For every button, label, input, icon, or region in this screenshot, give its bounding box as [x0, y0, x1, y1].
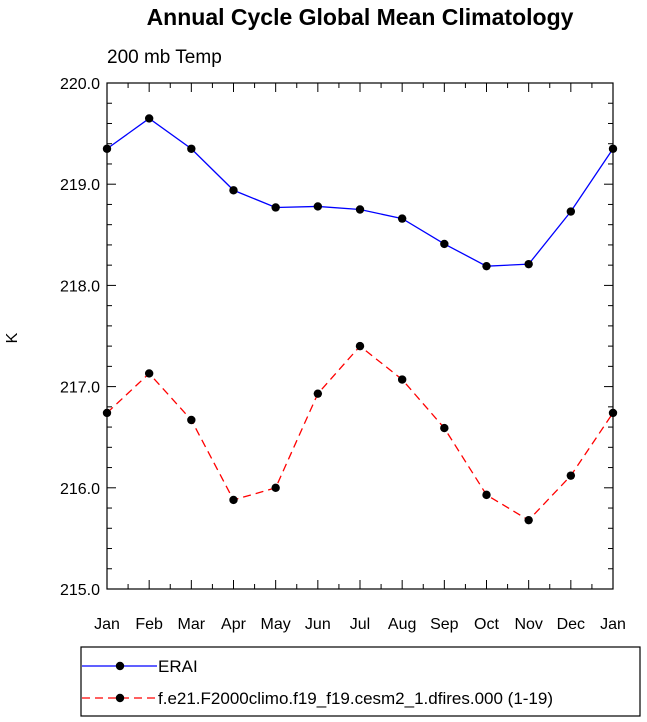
major-ticks	[106, 82, 614, 590]
series-line-1	[106, 345, 614, 522]
data-point-series-1	[229, 495, 238, 505]
y-tick-label: 218.0	[60, 278, 100, 295]
series-line-0	[106, 117, 614, 267]
data-point-series-0	[566, 207, 576, 216]
data-point-series-1	[313, 389, 323, 398]
plot-frame	[106, 82, 614, 590]
x-tick-labels: Jan Feb Mar Apr May Jun Jul Aug Sep Oct Nov Dec Jan	[94, 616, 626, 633]
data-point-series-1	[187, 415, 196, 425]
y-tick-label: 217.0	[60, 380, 100, 397]
x-tick-label: Jan	[94, 616, 120, 633]
data-point-series-1	[397, 375, 407, 384]
x-tick-label: Feb	[135, 616, 163, 633]
data-point-series-1	[566, 471, 576, 480]
y-axis-label: K	[4, 332, 21, 343]
y-tick-labels: 215.0 216.0 217.0 218.0 219.0 220.0	[60, 76, 100, 599]
legend-marker-erai	[115, 661, 125, 671]
legend-marker-model	[115, 693, 125, 703]
data-point-series-1	[271, 483, 280, 492]
data-point-series-1	[524, 515, 533, 525]
data-point-series-0	[397, 214, 407, 223]
data-point-series-0	[440, 239, 449, 249]
legend-box	[80, 646, 641, 717]
data-point-series-0	[524, 259, 533, 269]
chart-subtitle: 200 mb Temp	[107, 47, 222, 68]
data-point-series-0	[313, 202, 323, 211]
y-tick-label: 220.0	[60, 76, 100, 93]
x-tick-label: Oct	[474, 616, 499, 633]
x-tick-label: Mar	[178, 616, 206, 633]
data-point-series-1	[355, 341, 365, 351]
data-point-series-0	[482, 261, 491, 271]
data-point-series-0	[229, 186, 238, 195]
data-point-series-1	[440, 423, 449, 433]
data-point-series-1	[482, 490, 491, 500]
x-tick-label: Jul	[350, 616, 370, 633]
data-point-series-0	[271, 203, 280, 212]
x-tick-label: Jun	[305, 616, 331, 633]
legend-label-model: f.e21.F2000climo.f19_f19.cesm2_1.dfires.…	[158, 689, 553, 708]
data-point-series-1	[144, 369, 154, 378]
data-point-series-0	[355, 205, 365, 214]
x-tick-label: Sep	[430, 616, 459, 633]
x-tick-label: May	[261, 616, 291, 633]
x-tick-label: Jan	[600, 616, 626, 633]
minor-ticks	[107, 83, 613, 589]
data-point-series-0	[187, 144, 196, 153]
x-tick-label: Aug	[388, 616, 416, 633]
legend-label-erai: ERAI	[158, 657, 198, 676]
x-tick-label: Nov	[514, 616, 542, 633]
y-tick-label: 219.0	[60, 177, 100, 194]
x-tick-label: Apr	[221, 616, 247, 633]
y-tick-label: 215.0	[60, 582, 100, 599]
y-tick-label: 216.0	[60, 481, 100, 498]
legend: ERAI f.e21.F2000climo.f19_f19.cesm2_1.df…	[80, 646, 641, 717]
data-point-series-0	[144, 114, 154, 123]
chart-title: Annual Cycle Global Mean Climatology	[147, 4, 574, 30]
series-layer	[102, 114, 618, 525]
x-tick-label: Dec	[557, 616, 585, 633]
